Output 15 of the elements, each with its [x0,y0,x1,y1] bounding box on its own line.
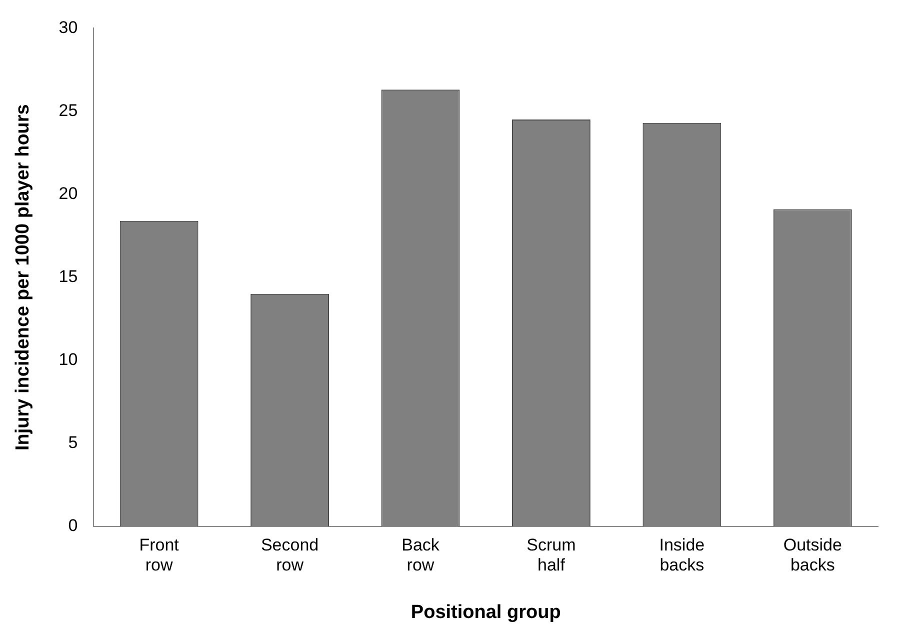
y-tick-label: 5 [68,433,78,452]
y-tick-label: 25 [58,100,78,120]
x-tick-label: Outside backs [783,535,842,575]
x-tick-label: Inside backs [659,535,705,575]
x-tick-label: Front row [139,535,180,575]
x-axis-title: Positional group [410,602,561,623]
y-tick-label: 30 [58,18,78,37]
y-tick-label: 15 [58,266,78,286]
y-tick-label: 20 [58,184,78,203]
x-tick-label: Second row [260,535,319,575]
y-tick-label: 10 [58,350,78,370]
x-tick-label: Scrum half [526,535,576,575]
y-tick-label: 0 [68,516,78,536]
y-axis-title: Injury incidence per 1000 player hours [12,104,34,450]
x-tick-label: Back row [402,535,440,575]
